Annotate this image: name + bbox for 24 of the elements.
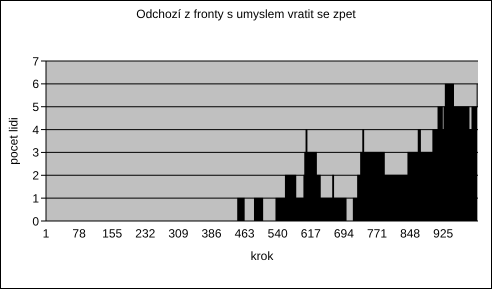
x-tick-label: 925 — [433, 226, 454, 241]
y-tick-label: 4 — [32, 122, 40, 137]
x-tick-label: 848 — [400, 226, 420, 241]
y-tick-label: 0 — [32, 214, 40, 228]
x-tick-label: 771 — [366, 226, 388, 241]
x-tick-label: 309 — [168, 226, 189, 241]
y-axis-title: pocet lidi — [6, 117, 20, 165]
x-tick-label: 617 — [300, 226, 322, 241]
y-tick-label: 5 — [32, 100, 40, 114]
y-tick-label: 6 — [32, 77, 40, 92]
x-tick-label: 463 — [234, 226, 255, 241]
y-tick-label: 1 — [32, 191, 40, 206]
x-tick-label: 386 — [201, 226, 222, 241]
x-tick-label: 540 — [268, 226, 288, 241]
x-axis-title: krok — [250, 249, 274, 263]
x-tick-label: 155 — [102, 226, 123, 241]
x-tick-label: 1 — [42, 226, 50, 241]
x-tick-label: 232 — [135, 226, 156, 241]
x-tick-label: 78 — [72, 226, 86, 241]
y-tick-label: 2 — [32, 168, 40, 183]
y-tick-label: 7 — [32, 54, 40, 68]
x-tick-label: 694 — [334, 226, 354, 241]
chart-title: Odchozí z fronty s umyslem vratit se zpet — [135, 7, 357, 21]
y-tick-label: 3 — [32, 146, 40, 160]
